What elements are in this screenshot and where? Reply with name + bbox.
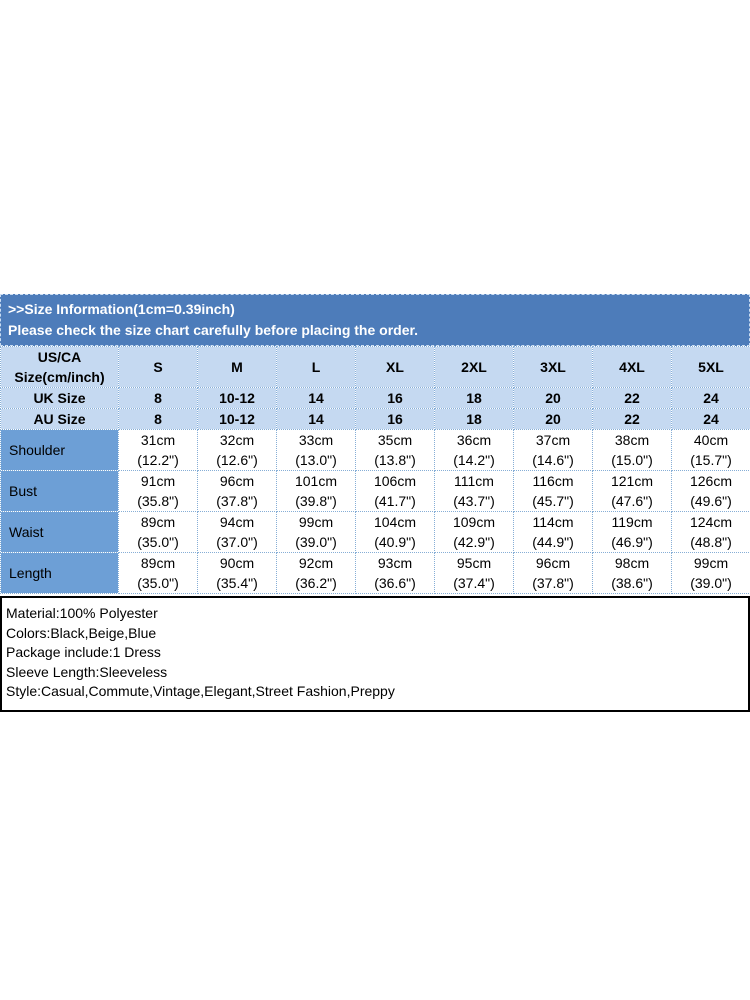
info-line-colors: Colors:Black,Beige,Blue [6, 624, 157, 641]
info-line-package: Package include:1 Dress [6, 644, 161, 660]
uk-size-value: 18 [434, 387, 514, 409]
shoulder-row: Shoulder 31cm (12.2") 32cm (12.6") 33cm … [0, 429, 750, 471]
uk-size-value: 8 [118, 387, 198, 409]
waist-value: 119cm (46.9") [592, 511, 672, 553]
uk-size-label: UK Size [0, 387, 119, 409]
shoulder-value: 33cm (13.0") [276, 429, 356, 471]
uk-size-value: 14 [276, 387, 356, 409]
au-size-row: AU Size 8 10-12 14 16 18 20 22 24 [0, 408, 750, 430]
waist-value: 104cm (40.9") [355, 511, 435, 553]
shoulder-value: 38cm (15.0") [592, 429, 672, 471]
length-value: 98cm (38.6") [592, 552, 672, 594]
waist-value: 94cm (37.0") [197, 511, 277, 553]
shoulder-label: Shoulder [0, 429, 119, 471]
length-value: 96cm (37.8") [513, 552, 593, 594]
size-header-l: L [276, 346, 356, 388]
info-line-sleeve-length: Sleeve Length:Sleeveless [6, 663, 168, 680]
bust-value: 126cm (49.6") [671, 470, 750, 512]
au-size-value: 8 [118, 408, 198, 430]
length-value: 90cm (35.4") [197, 552, 277, 594]
shoulder-value: 36cm (14.2") [434, 429, 514, 471]
size-header-xl: XL [355, 346, 435, 388]
bust-value: 91cm (35.8") [118, 470, 198, 512]
waist-value: 124cm (48.8") [671, 511, 750, 553]
bust-value: 116cm (45.7") [513, 470, 593, 512]
product-info-box: Material:100% Polyester Colors:Black,Bei… [0, 596, 750, 712]
uk-size-value: 10-12 [197, 387, 277, 409]
uk-size-value: 22 [592, 387, 672, 409]
bust-value: 121cm (47.6") [592, 470, 672, 512]
size-header-5xl: 5XL [671, 346, 750, 388]
info-line-style: Style:Casual,Commute,Vintage,Elegant,Str… [6, 683, 395, 699]
waist-row: Waist 89cm (35.0") 94cm (37.0") 99cm (39… [0, 511, 750, 553]
length-value: 89cm (35.0") [118, 552, 198, 594]
au-size-value: 18 [434, 408, 514, 430]
waist-value: 114cm (44.9") [513, 511, 593, 553]
uk-size-value: 20 [513, 387, 593, 409]
size-header-4xl: 4XL [592, 346, 672, 388]
au-size-value: 24 [671, 408, 750, 430]
size-header-3xl: 3XL [513, 346, 593, 388]
shoulder-value: 31cm (12.2") [118, 429, 198, 471]
size-chart-table: US/CA Size(cm/inch) S M L XL 2XL 3XL 4XL… [0, 346, 750, 594]
corner-header: US/CA Size(cm/inch) [0, 346, 119, 388]
shoulder-value: 35cm (13.8") [355, 429, 435, 471]
au-size-value: 20 [513, 408, 593, 430]
waist-value: 99cm (39.0") [276, 511, 356, 553]
bust-value: 96cm (37.8") [197, 470, 277, 512]
size-header-row: US/CA Size(cm/inch) S M L XL 2XL 3XL 4XL… [0, 346, 750, 388]
banner-subtitle: Please check the size chart carefully be… [8, 322, 419, 338]
waist-value: 109cm (42.9") [434, 511, 514, 553]
banner-title: >>Size Information(1cm=0.39inch) [8, 301, 235, 317]
bust-value: 106cm (41.7") [355, 470, 435, 512]
bust-value: 101cm (39.8") [276, 470, 356, 512]
au-size-value: 14 [276, 408, 356, 430]
bust-row: Bust 91cm (35.8") 96cm (37.8") 101cm (39… [0, 470, 750, 512]
au-size-value: 16 [355, 408, 435, 430]
size-header-2xl: 2XL [434, 346, 514, 388]
length-value: 93cm (36.6") [355, 552, 435, 594]
length-row: Length 89cm (35.0") 90cm (35.4") 92cm (3… [0, 552, 750, 594]
bust-label: Bust [0, 470, 119, 512]
au-size-value: 22 [592, 408, 672, 430]
length-value: 92cm (36.2") [276, 552, 356, 594]
size-header-s: S [118, 346, 198, 388]
size-info-banner: >>Size Information(1cm=0.39inch) Please … [0, 294, 750, 346]
waist-label: Waist [0, 511, 119, 553]
length-value: 99cm (39.0") [671, 552, 750, 594]
shoulder-value: 37cm (14.6") [513, 429, 593, 471]
au-size-label: AU Size [0, 408, 119, 430]
uk-size-value: 24 [671, 387, 750, 409]
info-line-material: Material:100% Polyester [6, 605, 158, 621]
shoulder-value: 40cm (15.7") [671, 429, 750, 471]
uk-size-row: UK Size 8 10-12 14 16 18 20 22 24 [0, 387, 750, 409]
au-size-value: 10-12 [197, 408, 277, 430]
waist-value: 89cm (35.0") [118, 511, 198, 553]
bust-value: 111cm (43.7") [434, 470, 514, 512]
size-header-m: M [197, 346, 277, 388]
length-value: 95cm (37.4") [434, 552, 514, 594]
uk-size-value: 16 [355, 387, 435, 409]
shoulder-value: 32cm (12.6") [197, 429, 277, 471]
length-label: Length [0, 552, 119, 594]
